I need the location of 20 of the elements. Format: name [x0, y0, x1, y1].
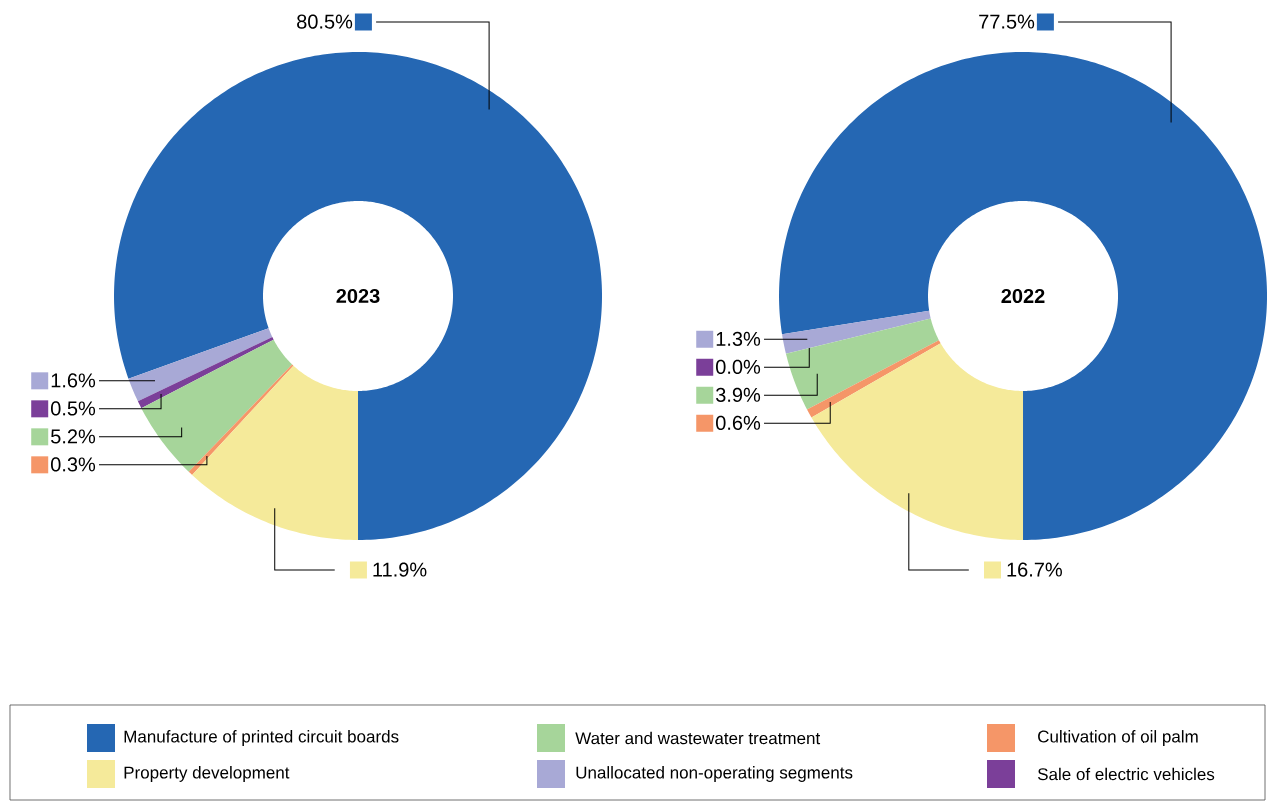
text: 0.0%	[716, 359, 761, 374]
data-label: 0.3%	[51, 457, 96, 472]
data-label: 80.5%	[297, 14, 353, 29]
data-label: 16.7%	[1007, 562, 1062, 577]
legend-label: Water and wastewater treatment	[575, 731, 821, 745]
data-label: 5.2%	[51, 429, 96, 444]
legend-label: Sale of electric vehicles	[1037, 767, 1215, 781]
data-label: 0.6%	[716, 415, 761, 430]
legend-label: Unallocated non-operating segments	[576, 766, 853, 782]
legend-label: Property development	[124, 766, 290, 782]
legend-label: Cultivation of oil palm	[1038, 730, 1198, 746]
data-label: 11.9%	[373, 562, 427, 577]
legend-label: Manufacture of printed circuit boards	[124, 730, 399, 746]
data-label: 3.9%	[716, 387, 761, 402]
data-label: 1.3%	[716, 331, 761, 346]
text: 2022	[1001, 288, 1045, 304]
data-label: 0.5%	[51, 401, 96, 416]
data-label: 77.5%	[979, 14, 1035, 29]
data-label: 1.6%	[51, 373, 96, 388]
text: 2023	[336, 288, 380, 304]
